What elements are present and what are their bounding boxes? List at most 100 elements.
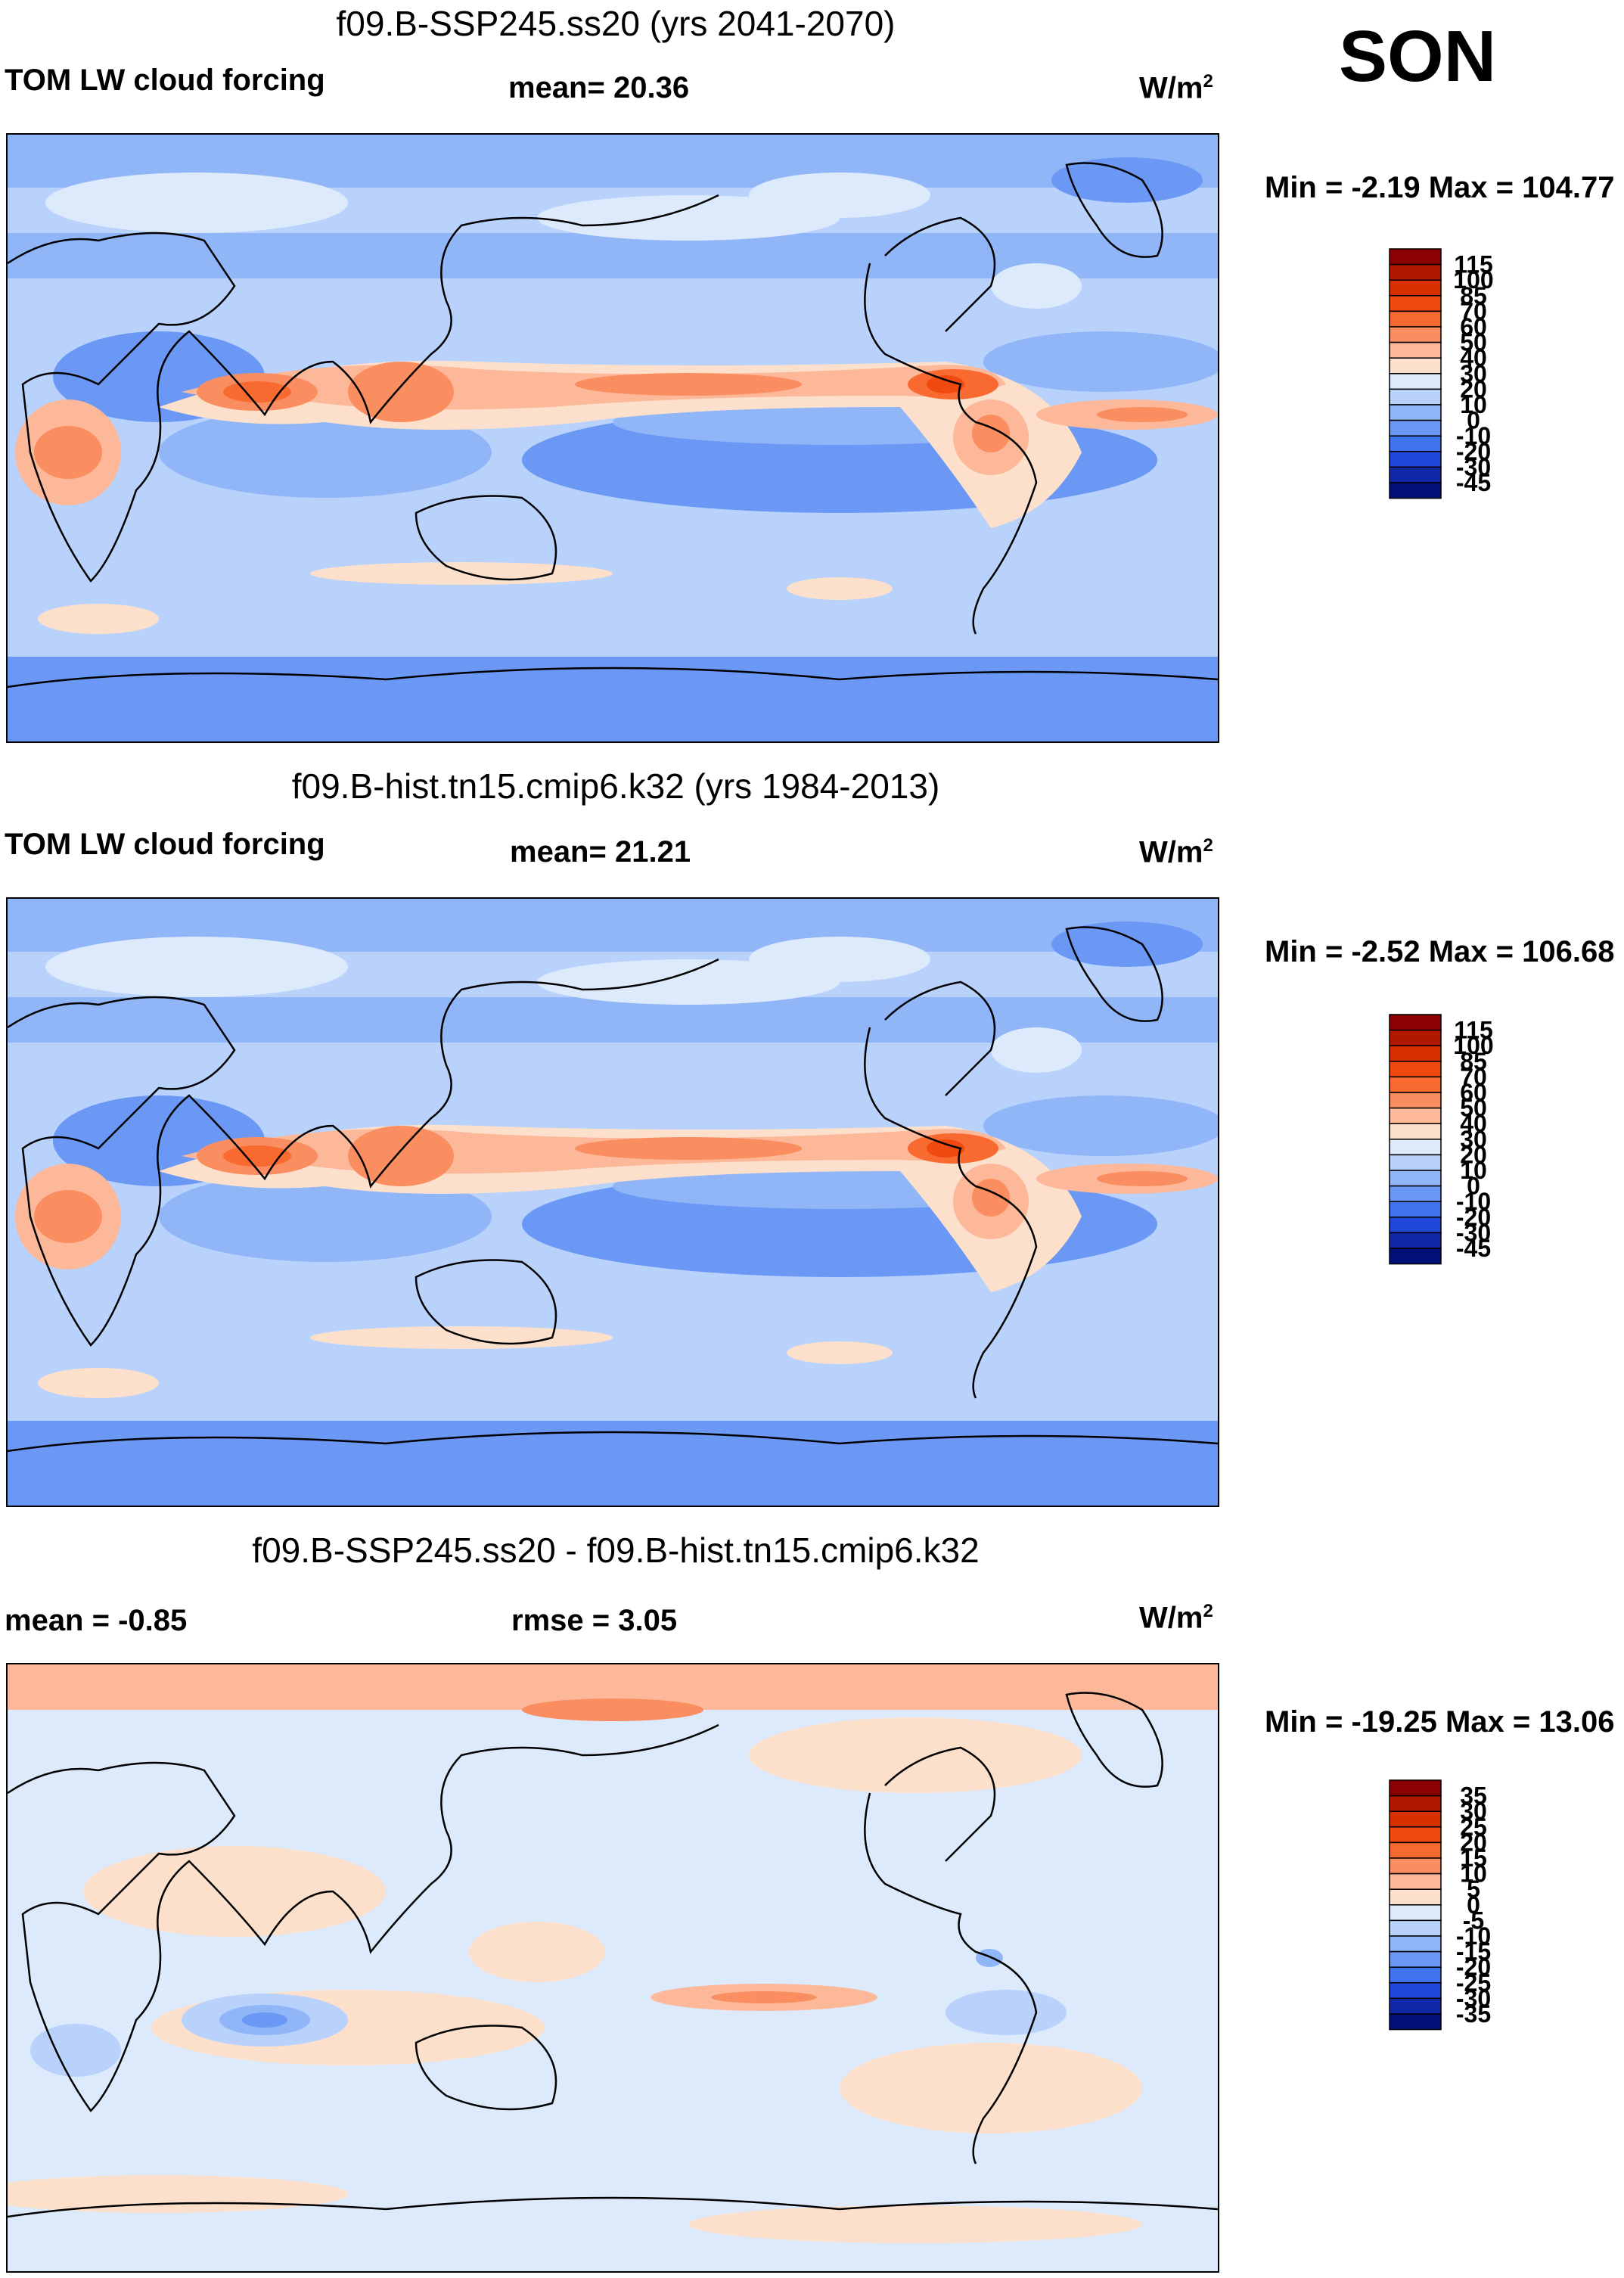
colorbar-tick-label: -45 bbox=[1456, 469, 1491, 496]
colorbar-swatch bbox=[1389, 1950, 1442, 1968]
colorbar-swatch bbox=[1389, 248, 1442, 266]
colorbar-tick-label: 15 bbox=[1460, 1844, 1487, 1872]
panel-2-colorbar: 115 100 85 70 60 50 40 30 20 10 0 -10 -20 -30 -45 bbox=[1389, 1014, 1494, 1498]
colorbar-swatch bbox=[1389, 1935, 1442, 1953]
colorbar-swatch bbox=[1389, 1139, 1442, 1156]
colorbar-tick-label: 70 bbox=[1460, 297, 1487, 325]
colorbar-swatch bbox=[1389, 1185, 1442, 1202]
colorbar-swatch bbox=[1389, 404, 1442, 421]
colorbar-tick-label: 85 bbox=[1460, 1048, 1487, 1075]
panel-2-mean-label: mean= 21.21 bbox=[510, 835, 691, 869]
colorbar-swatch bbox=[1389, 263, 1442, 281]
panel-2-title: f09.B-hist.tn15.cmip6.k32 (yrs 1984-2013… bbox=[291, 766, 940, 806]
colorbar-swatch bbox=[1389, 1154, 1442, 1171]
colorbar-swatch bbox=[1389, 1076, 1442, 1093]
colorbar-tick-label: 10 bbox=[1460, 391, 1487, 418]
coastlines bbox=[8, 926, 1218, 1453]
colorbar-tick-label: 20 bbox=[1460, 1829, 1487, 1856]
colorbar-swatch bbox=[1389, 1092, 1442, 1109]
colorbar-tick-label: -20 bbox=[1456, 1953, 1491, 1981]
colorbar-tick-label: 85 bbox=[1460, 282, 1487, 309]
colorbar-swatch bbox=[1389, 1888, 1442, 1906]
colorbar-swatch bbox=[1389, 419, 1442, 437]
panel-2-map bbox=[6, 897, 1219, 1507]
colorbar-tick-label: 60 bbox=[1460, 1079, 1487, 1106]
colorbar-tick-label: -30 bbox=[1456, 453, 1491, 480]
colorbar-swatch bbox=[1389, 1904, 1442, 1922]
colorbar-swatch bbox=[1389, 451, 1442, 468]
colorbar-tick-label: 40 bbox=[1460, 1110, 1487, 1137]
colorbar-swatch bbox=[1389, 435, 1442, 452]
colorbar-swatch bbox=[1389, 1170, 1442, 1187]
colorbar-swatch bbox=[1389, 1826, 1442, 1844]
colorbar-tick-label: 35 bbox=[1460, 1782, 1487, 1810]
colorbar-swatch bbox=[1389, 1248, 1442, 1265]
panel-2-units: W/m2 bbox=[1139, 835, 1213, 869]
colorbar-tick-label: -10 bbox=[1456, 1922, 1491, 1950]
panel-1-mean-label: mean= 20.36 bbox=[508, 71, 690, 104]
colorbar-tick-label: 0 bbox=[1467, 1891, 1480, 1919]
colorbar-tick-label: 60 bbox=[1460, 313, 1487, 340]
colorbar-swatch bbox=[1389, 1107, 1442, 1124]
colorbar-tick-label: 50 bbox=[1460, 1095, 1487, 1122]
colorbar-tick-label: -15 bbox=[1456, 1938, 1491, 1966]
panel-1-units: W/m2 bbox=[1139, 71, 1213, 105]
colorbar-swatch bbox=[1389, 1810, 1442, 1828]
colorbar-tick-label: -30 bbox=[1456, 1219, 1491, 1246]
colorbar-tick-label: 100 bbox=[1453, 1032, 1493, 1059]
colorbar-tick-label: 0 bbox=[1467, 1173, 1480, 1200]
colorbar-swatch bbox=[1389, 1029, 1442, 1046]
panel-1-variable-label: TOM LW cloud forcing bbox=[5, 64, 325, 97]
colorbar-tick-label: -25 bbox=[1456, 1969, 1491, 1997]
colorbar-tick-label: 100 bbox=[1453, 266, 1493, 294]
colorbar-tick-label: 20 bbox=[1460, 375, 1487, 402]
colorbar-swatch bbox=[1389, 1997, 1442, 2015]
panel-3-map bbox=[6, 1663, 1219, 2273]
colorbar-tick-label: 40 bbox=[1460, 344, 1487, 371]
colorbar-tick-label: -35 bbox=[1456, 2000, 1491, 2028]
panel-2-minmax: Min = -2.52 Max = 106.68 bbox=[1265, 935, 1615, 968]
colorbar-swatch bbox=[1389, 1061, 1442, 1078]
colorbar-tick-label: 10 bbox=[1460, 1157, 1487, 1184]
colorbar-swatch bbox=[1389, 310, 1442, 328]
colorbar-swatch bbox=[1389, 1872, 1442, 1890]
panel-3-minmax: Min = -19.25 Max = 13.06 bbox=[1265, 1705, 1615, 1739]
coastlines bbox=[8, 1692, 1218, 2218]
panel-1-colorbar: 115 100 85 70 60 50 40 30 20 10 0 -10 -20 -30 -45 bbox=[1389, 248, 1494, 732]
colorbar-swatch bbox=[1389, 1795, 1442, 1812]
colorbar-swatch bbox=[1389, 482, 1442, 499]
colorbar-swatch bbox=[1389, 1232, 1442, 1249]
panel-1-minmax: Min = -2.19 Max = 104.77 bbox=[1265, 171, 1615, 204]
colorbar-swatch bbox=[1389, 1919, 1442, 1937]
colorbar-tick-label: -30 bbox=[1456, 1984, 1491, 2012]
colorbar-tick-label: 115 bbox=[1454, 1017, 1493, 1044]
panel-3-units: W/m2 bbox=[1139, 1601, 1213, 1635]
colorbar-swatch bbox=[1389, 1123, 1442, 1140]
colorbar-tick-label: 30 bbox=[1460, 360, 1487, 387]
colorbar-swatch bbox=[1389, 466, 1442, 483]
panel-2-map-svg bbox=[8, 899, 1218, 1506]
colorbar-swatch bbox=[1389, 1045, 1442, 1062]
colorbar-tick-label: -10 bbox=[1456, 1188, 1491, 1215]
colorbar-swatch bbox=[1389, 1982, 1442, 2000]
colorbar-swatch bbox=[1389, 357, 1442, 374]
colorbar-swatch bbox=[1389, 2013, 1442, 2031]
colorbar-swatch bbox=[1389, 326, 1442, 343]
panel-3-rmse-label: rmse = 3.05 bbox=[511, 1604, 678, 1637]
colorbar-tick-label: -10 bbox=[1456, 422, 1491, 449]
colorbar-tick-label: 30 bbox=[1460, 1126, 1487, 1153]
colorbar-tick-label: 5 bbox=[1467, 1876, 1480, 1903]
colorbar-tick-label: -5 bbox=[1463, 1907, 1484, 1934]
colorbar-tick-label: -20 bbox=[1456, 438, 1491, 465]
season-label: SON bbox=[1339, 16, 1497, 97]
colorbar-tick-label: 115 bbox=[1454, 251, 1493, 278]
colorbar-swatch bbox=[1389, 1966, 1442, 1984]
colorbar-tick-label: 0 bbox=[1467, 407, 1480, 434]
colorbar-tick-label: 50 bbox=[1460, 329, 1487, 356]
colorbar-tick-label: 30 bbox=[1460, 1798, 1487, 1825]
panel-3-title: f09.B-SSP245.ss20 - f09.B-hist.tn15.cmip… bbox=[252, 1531, 980, 1570]
colorbar-swatch bbox=[1389, 388, 1442, 406]
colorbar-swatch bbox=[1389, 279, 1442, 297]
